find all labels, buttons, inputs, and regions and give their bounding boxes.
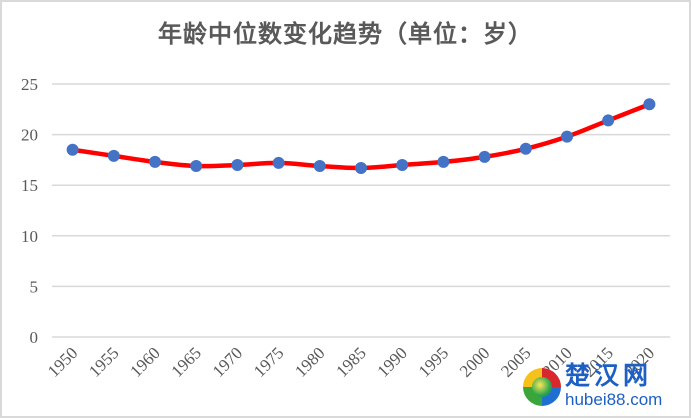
- data-point-marker: [643, 98, 656, 111]
- chart-title: 年龄中位数变化趋势（单位：岁）: [158, 19, 533, 48]
- data-point-marker: [66, 143, 79, 156]
- data-point-marker: [519, 142, 532, 155]
- y-tick-label: 20: [21, 126, 38, 145]
- x-tick-label: 1995: [415, 343, 452, 380]
- data-point-marker: [396, 158, 409, 171]
- y-tick-label: 10: [21, 227, 38, 246]
- watermark-name: 楚汉网: [565, 361, 653, 390]
- x-tick-label: 2000: [456, 343, 493, 380]
- globe-logo-icon: [523, 368, 561, 406]
- data-point-marker: [231, 158, 244, 171]
- data-point-marker: [272, 156, 285, 169]
- y-tick-label: 0: [30, 328, 39, 347]
- y-tick-label: 15: [21, 176, 38, 195]
- watermark: 楚汉网 hubei88.com: [523, 362, 683, 412]
- y-tick-label: 25: [21, 75, 38, 94]
- x-tick-label: 1950: [44, 343, 81, 380]
- data-point-marker: [149, 155, 161, 168]
- data-point-marker: [313, 159, 326, 172]
- data-point-marker: [190, 159, 203, 172]
- x-tick-label: 1985: [332, 343, 369, 380]
- data-point-marker: [561, 130, 573, 143]
- gridlines: [52, 83, 670, 338]
- data-point-marker: [355, 161, 367, 174]
- data-point-marker: [437, 155, 450, 168]
- x-tick-label: 1970: [209, 343, 246, 380]
- data-point-marker: [107, 149, 120, 162]
- x-tick-label: 1965: [168, 343, 205, 380]
- y-tick-label: 5: [30, 277, 39, 296]
- data-markers: [66, 98, 656, 174]
- y-axis-ticks: 0 5 10 15 20 25: [21, 75, 38, 347]
- data-point-marker: [602, 114, 615, 127]
- x-tick-label: 1975: [250, 343, 287, 380]
- x-tick-label: 1990: [374, 343, 411, 380]
- x-tick-label: 1955: [85, 343, 122, 380]
- x-tick-label: 1980: [291, 343, 328, 380]
- data-point-marker: [478, 150, 491, 163]
- x-tick-label: 1960: [126, 343, 163, 380]
- watermark-domain: hubei88.com: [565, 390, 663, 409]
